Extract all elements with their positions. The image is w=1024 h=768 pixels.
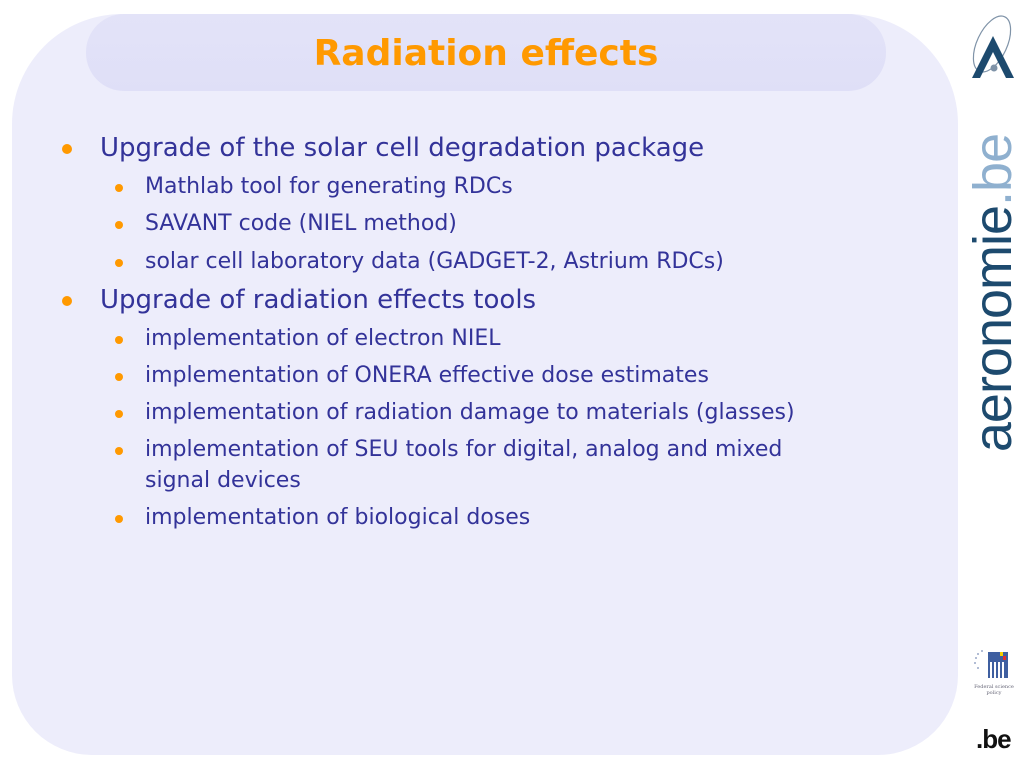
list-item: solar cell laboratory data (GADGET-2, As…	[145, 249, 724, 274]
slide-panel	[12, 14, 958, 755]
bullet-icon	[115, 259, 123, 267]
bullet-icon	[115, 221, 123, 229]
bullet-icon	[115, 410, 123, 418]
list-item-continuation: signal devices	[145, 468, 301, 493]
aeronomie-logo: aeronomie.be	[963, 118, 1023, 468]
bullet-icon	[115, 447, 123, 455]
list-item: SAVANT code (NIEL method)	[145, 211, 457, 236]
federal-science-policy-caption: Federal science policy	[974, 684, 1014, 696]
federal-science-policy-logo-icon	[974, 650, 1008, 678]
bullet-icon	[115, 336, 123, 344]
bullet-icon	[62, 296, 72, 306]
list-item: implementation of biological doses	[145, 505, 531, 530]
bullet-icon	[115, 515, 123, 523]
title-bar	[86, 14, 886, 91]
list-item: implementation of electron NIEL	[145, 326, 501, 351]
list-item: Upgrade of radiation effects tools	[100, 285, 537, 315]
list-item: implementation of ONERA effective dose e…	[145, 363, 709, 388]
bullet-icon	[62, 144, 72, 154]
slide-title: Radiation effects	[313, 33, 659, 74]
bullet-icon	[115, 373, 123, 381]
bullet-icon	[115, 184, 123, 192]
list-item: Upgrade of the solar cell degradation pa…	[100, 133, 705, 163]
list-item: Mathlab tool for generating RDCs	[145, 174, 513, 199]
aeronomie-suffix: .be	[963, 133, 1023, 206]
list-item: implementation of SEU tools for digital,…	[145, 437, 783, 462]
list-item: implementation of radiation damage to ma…	[145, 400, 795, 425]
be-logo: .be	[976, 724, 1012, 754]
institute-logo-icon	[972, 15, 1014, 78]
aeronomie-text: aeronomie	[963, 205, 1023, 453]
